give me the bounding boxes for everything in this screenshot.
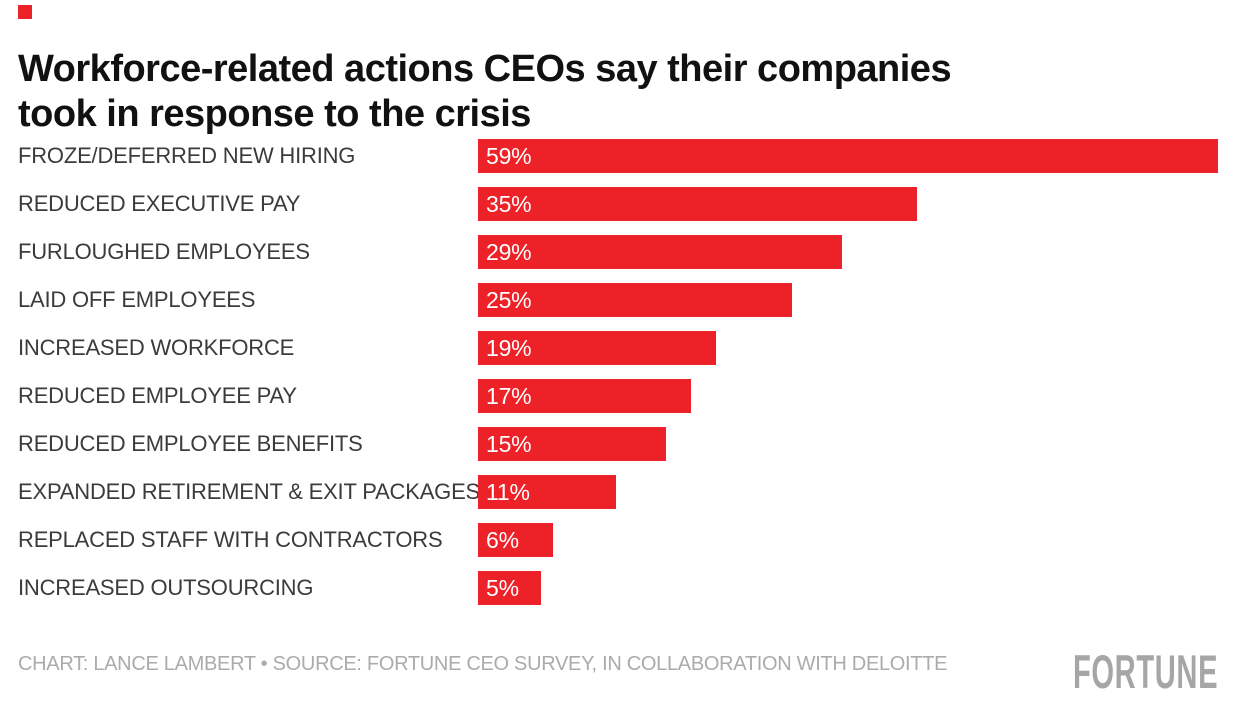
- chart-title-line2: took in response to the crisis: [18, 93, 531, 136]
- bar-chart: FROZE/DEFERRED NEW HIRING 59% REDUCED EXEC…: [18, 132, 1222, 612]
- fortune-logo: FORTUNE: [1072, 645, 1218, 698]
- bar: 59%: [478, 139, 1218, 173]
- bar-value-label: 35%: [486, 190, 532, 217]
- category-label: REPLACED STAFF WITH CONTRACTORS: [18, 527, 443, 552]
- bar: 15%: [478, 427, 666, 461]
- chart-title: Workforce-related actions CEOs say their…: [18, 47, 1218, 137]
- bar-value-label: 15%: [486, 430, 532, 457]
- chart-row: REDUCED EXECUTIVE PAY 35%: [18, 180, 1222, 228]
- category-label: FURLOUGHED EMPLOYEES: [18, 239, 310, 264]
- category-label: REDUCED EMPLOYEE PAY: [18, 383, 297, 408]
- category-label: EXPANDED RETIREMENT & EXIT PACKAGES: [18, 479, 478, 504]
- bar-value-label: 11%: [486, 478, 530, 505]
- bar: 17%: [478, 379, 691, 413]
- chart-row: INCREASED OUTSOURCING 5%: [18, 564, 1222, 612]
- chart-row: FROZE/DEFERRED NEW HIRING 59%: [18, 132, 1222, 180]
- category-label: LAID OFF EMPLOYEES: [18, 287, 256, 312]
- category-label: INCREASED WORKFORCE: [18, 335, 295, 360]
- chart-row: REDUCED EMPLOYEE PAY 17%: [18, 372, 1222, 420]
- bar-value-label: 17%: [486, 382, 532, 409]
- credit-line: CHART: LANCE LAMBERT • SOURCE: FORTUNE C…: [18, 653, 948, 675]
- category-label: REDUCED EXECUTIVE PAY: [18, 191, 301, 216]
- chart-title-line1: Workforce-related actions CEOs say their…: [18, 48, 952, 91]
- bar: 19%: [478, 331, 716, 365]
- chart-row: EXPANDED RETIREMENT & EXIT PACKAGES 11%: [18, 468, 1222, 516]
- bar: 5%: [478, 571, 541, 605]
- chart-row: FURLOUGHED EMPLOYEES 29%: [18, 228, 1222, 276]
- bar-value-label: 29%: [486, 238, 532, 265]
- chart-row: REDUCED EMPLOYEE BENEFITS 15%: [18, 420, 1222, 468]
- chart-row: INCREASED WORKFORCE 19%: [18, 324, 1222, 372]
- bar: 25%: [478, 283, 792, 317]
- category-label: INCREASED OUTSOURCING: [18, 575, 314, 600]
- chart-row: LAID OFF EMPLOYEES 25%: [18, 276, 1222, 324]
- bar: 6%: [478, 523, 553, 557]
- category-label: REDUCED EMPLOYEE BENEFITS: [18, 431, 363, 456]
- brand-square-icon: [18, 5, 32, 19]
- bar-value-label: 25%: [486, 286, 532, 313]
- bar-value-label: 19%: [486, 334, 532, 361]
- chart-row: REPLACED STAFF WITH CONTRACTORS 6%: [18, 516, 1222, 564]
- bar: 29%: [478, 235, 842, 269]
- bar-value-label: 6%: [486, 526, 519, 553]
- category-label: FROZE/DEFERRED NEW HIRING: [18, 143, 356, 168]
- bar: 11%: [478, 475, 616, 509]
- bar: 35%: [478, 187, 917, 221]
- bar-value-label: 59%: [486, 142, 532, 169]
- bar-value-label: 5%: [486, 574, 519, 601]
